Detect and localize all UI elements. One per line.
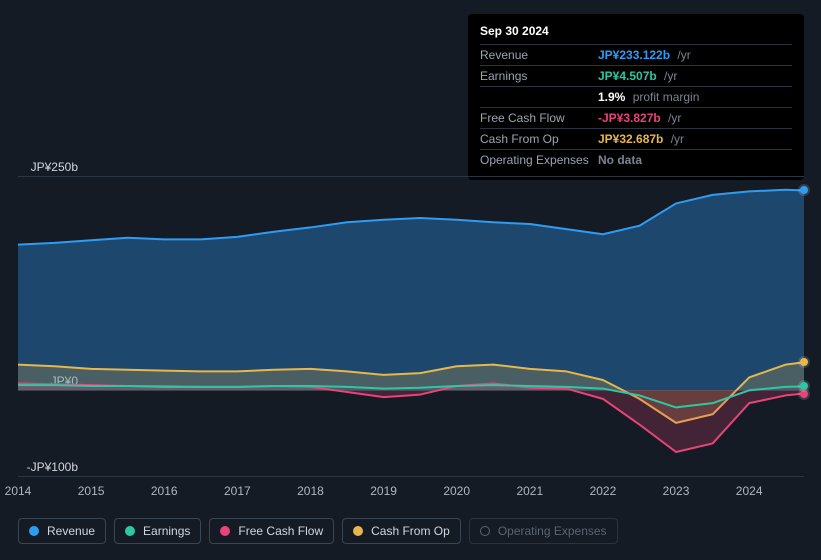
tooltip-row-value-wrap: No data: [598, 153, 642, 167]
legend-item-label: Revenue: [47, 524, 95, 538]
series-end-marker-free_cash_flow: [800, 390, 808, 398]
tooltip-row-label: Revenue: [480, 48, 598, 62]
tooltip-row: EarningsJP¥4.507b /yr: [480, 65, 792, 86]
chart-plot-area: [18, 176, 804, 476]
tooltip-row-label: Operating Expenses: [480, 153, 598, 167]
legend-item-operating_expenses[interactable]: Operating Expenses: [469, 518, 618, 544]
tooltip-row-value-wrap: JP¥4.507b /yr: [598, 69, 677, 83]
tooltip-row-value: JP¥4.507b: [598, 69, 657, 83]
legend-item-label: Free Cash Flow: [238, 524, 323, 538]
series-end-marker-revenue: [800, 186, 808, 194]
series-end-marker-earnings: [800, 382, 808, 390]
legend-item-label: Operating Expenses: [498, 524, 607, 538]
tooltip-row: Operating ExpensesNo data: [480, 149, 792, 170]
legend-item-revenue[interactable]: Revenue: [18, 518, 106, 544]
tooltip-row: Free Cash Flow-JP¥3.827b /yr: [480, 107, 792, 128]
tooltip-row-value: JP¥233.122b: [598, 48, 670, 62]
x-axis-tick-label: 2024: [736, 484, 763, 498]
x-axis-tick-label: 2016: [151, 484, 178, 498]
tooltip-row: Cash From OpJP¥32.687b /yr: [480, 128, 792, 149]
legend-item-label: Earnings: [143, 524, 190, 538]
tooltip-row-value-wrap: JP¥233.122b /yr: [598, 48, 691, 62]
tooltip-row-suffix: profit margin: [629, 90, 699, 104]
y-axis-tick-label: JP¥250b: [18, 160, 78, 174]
tooltip-row-value-wrap: 1.9% profit margin: [598, 90, 699, 104]
x-axis-tick-label: 2022: [590, 484, 617, 498]
data-tooltip: Sep 30 2024 RevenueJP¥233.122b /yrEarnin…: [468, 14, 804, 180]
tooltip-row-label: [480, 90, 598, 104]
x-axis-tick-label: 2015: [78, 484, 105, 498]
legend-swatch-icon: [125, 526, 135, 536]
tooltip-row-label: Earnings: [480, 69, 598, 83]
tooltip-row-value: JP¥32.687b: [598, 132, 663, 146]
legend-swatch-icon: [480, 526, 490, 536]
x-axis-tick-label: 2014: [5, 484, 32, 498]
legend-swatch-icon: [353, 526, 363, 536]
x-axis-tick-label: 2023: [663, 484, 690, 498]
legend-item-free_cash_flow[interactable]: Free Cash Flow: [209, 518, 334, 544]
tooltip-row-label: Free Cash Flow: [480, 111, 598, 125]
chart-svg: [18, 176, 804, 476]
legend-item-cash_from_op[interactable]: Cash From Op: [342, 518, 461, 544]
tooltip-row: RevenueJP¥233.122b /yr: [480, 44, 792, 65]
tooltip-row: 1.9% profit margin: [480, 86, 792, 107]
legend-swatch-icon: [29, 526, 39, 536]
x-axis-tick-label: 2020: [443, 484, 470, 498]
tooltip-row-suffix: /yr: [665, 111, 682, 125]
x-axis-tick-label: 2021: [516, 484, 543, 498]
x-axis-tick-label: 2018: [297, 484, 324, 498]
series-area-revenue: [18, 190, 804, 391]
tooltip-row-value: 1.9%: [598, 90, 625, 104]
chart-legend: Revenue Earnings Free Cash Flow Cash From O…: [18, 518, 618, 544]
x-axis-tick-label: 2017: [224, 484, 251, 498]
tooltip-row-value-wrap: -JP¥3.827b /yr: [598, 111, 681, 125]
tooltip-row-suffix: /yr: [667, 132, 684, 146]
tooltip-row-label: Cash From Op: [480, 132, 598, 146]
tooltip-row-value: No data: [598, 153, 642, 167]
tooltip-row-value-wrap: JP¥32.687b /yr: [598, 132, 684, 146]
gridline: [18, 476, 804, 477]
x-axis-tick-label: 2019: [370, 484, 397, 498]
tooltip-row-value: -JP¥3.827b: [598, 111, 661, 125]
legend-swatch-icon: [220, 526, 230, 536]
tooltip-date: Sep 30 2024: [480, 24, 792, 38]
tooltip-row-suffix: /yr: [661, 69, 678, 83]
tooltip-row-suffix: /yr: [674, 48, 691, 62]
legend-item-earnings[interactable]: Earnings: [114, 518, 201, 544]
series-area-free_cash_flow: [18, 383, 804, 452]
series-end-marker-cash_from_op: [800, 358, 808, 366]
legend-item-label: Cash From Op: [371, 524, 450, 538]
